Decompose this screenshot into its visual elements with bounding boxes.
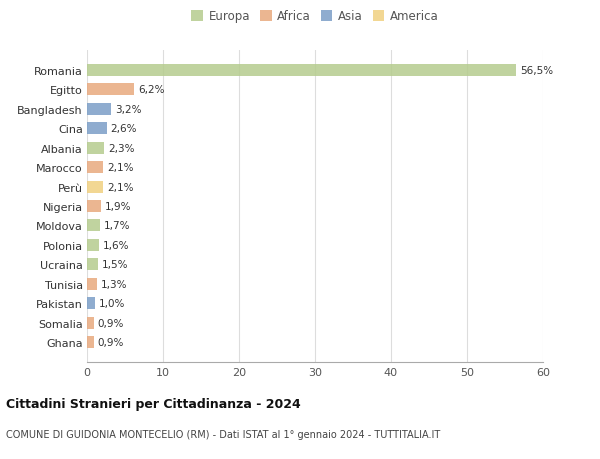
Text: 56,5%: 56,5%	[520, 66, 553, 76]
Bar	[87, 297, 95, 310]
Bar	[87, 142, 104, 154]
Text: 2,1%: 2,1%	[107, 163, 133, 173]
Text: 1,5%: 1,5%	[102, 260, 128, 270]
Text: 1,7%: 1,7%	[104, 221, 130, 231]
Text: 1,6%: 1,6%	[103, 241, 130, 250]
Text: 2,1%: 2,1%	[107, 182, 133, 192]
Text: 0,9%: 0,9%	[98, 318, 124, 328]
Bar	[87, 336, 94, 348]
Text: 2,3%: 2,3%	[108, 143, 135, 153]
Bar	[87, 84, 134, 96]
Bar	[87, 278, 97, 290]
Bar	[87, 181, 103, 193]
Text: 3,2%: 3,2%	[115, 105, 142, 114]
Text: 0,9%: 0,9%	[98, 337, 124, 347]
Bar	[87, 239, 99, 252]
Bar	[87, 65, 517, 77]
Text: Cittadini Stranieri per Cittadinanza - 2024: Cittadini Stranieri per Cittadinanza - 2…	[6, 397, 301, 410]
Text: 6,2%: 6,2%	[138, 85, 164, 95]
Legend: Europa, Africa, Asia, America: Europa, Africa, Asia, America	[188, 8, 442, 26]
Bar	[87, 103, 112, 116]
Bar	[87, 259, 98, 271]
Text: COMUNE DI GUIDONIA MONTECELIO (RM) - Dati ISTAT al 1° gennaio 2024 - TUTTITALIA.: COMUNE DI GUIDONIA MONTECELIO (RM) - Dat…	[6, 429, 440, 439]
Bar	[87, 201, 101, 213]
Text: 1,3%: 1,3%	[101, 279, 127, 289]
Bar	[87, 123, 107, 135]
Bar	[87, 162, 103, 174]
Text: 2,6%: 2,6%	[110, 124, 137, 134]
Text: 1,0%: 1,0%	[98, 299, 125, 308]
Bar	[87, 220, 100, 232]
Bar	[87, 317, 94, 329]
Text: 1,9%: 1,9%	[105, 202, 132, 212]
